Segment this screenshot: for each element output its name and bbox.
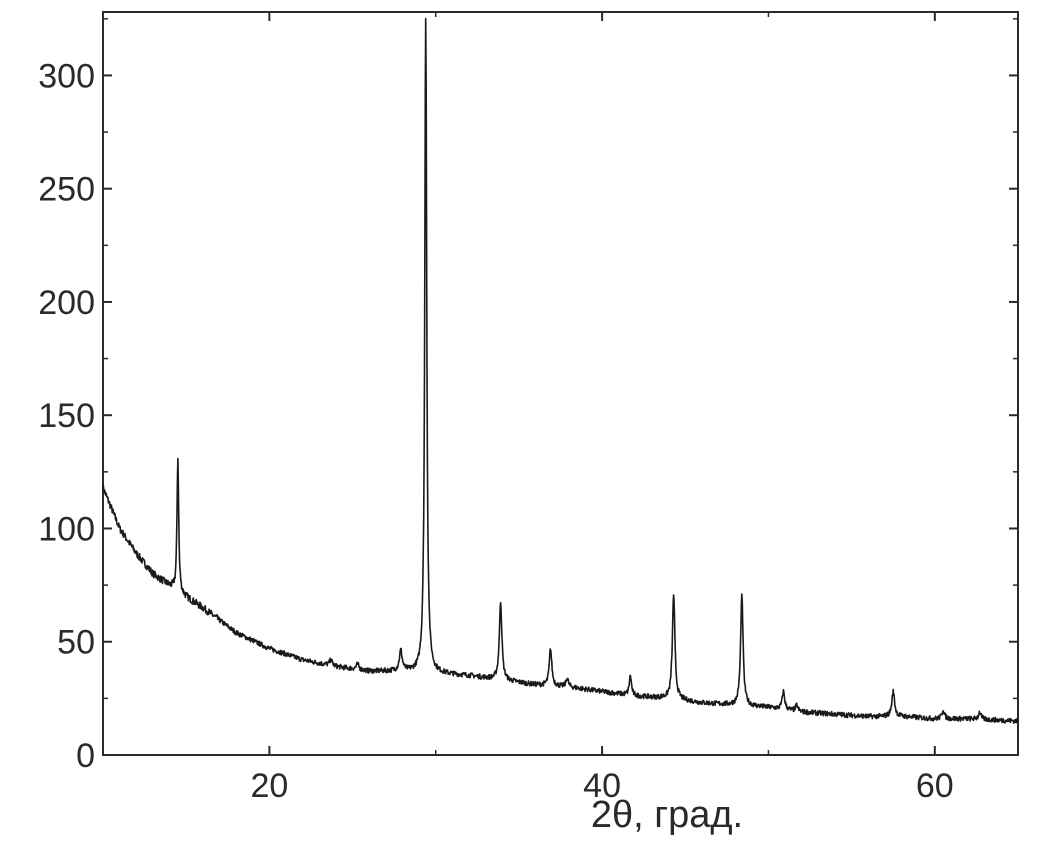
- tick-labels: 0 50 100 150 200 250 300 20 40 60: [38, 57, 953, 805]
- plot-frame: [102, 11, 1019, 756]
- y-tick-label: 250: [38, 171, 95, 209]
- y-tick-label: 50: [57, 624, 95, 662]
- x-tick-label: 40: [583, 767, 621, 805]
- x-axis-title: 2θ, град.: [591, 794, 743, 836]
- y-tick-label: 0: [76, 737, 95, 775]
- y-tick-label: 200: [38, 284, 95, 322]
- y-tick-label: 100: [38, 510, 95, 548]
- axis-ticks: [103, 12, 1018, 756]
- y-tick-label: 300: [38, 57, 95, 95]
- x-tick-label: 20: [250, 767, 288, 805]
- x-tick-label: 60: [916, 767, 954, 805]
- y-tick-label: 150: [38, 397, 95, 435]
- diffraction-pattern-line: [102, 17, 1019, 724]
